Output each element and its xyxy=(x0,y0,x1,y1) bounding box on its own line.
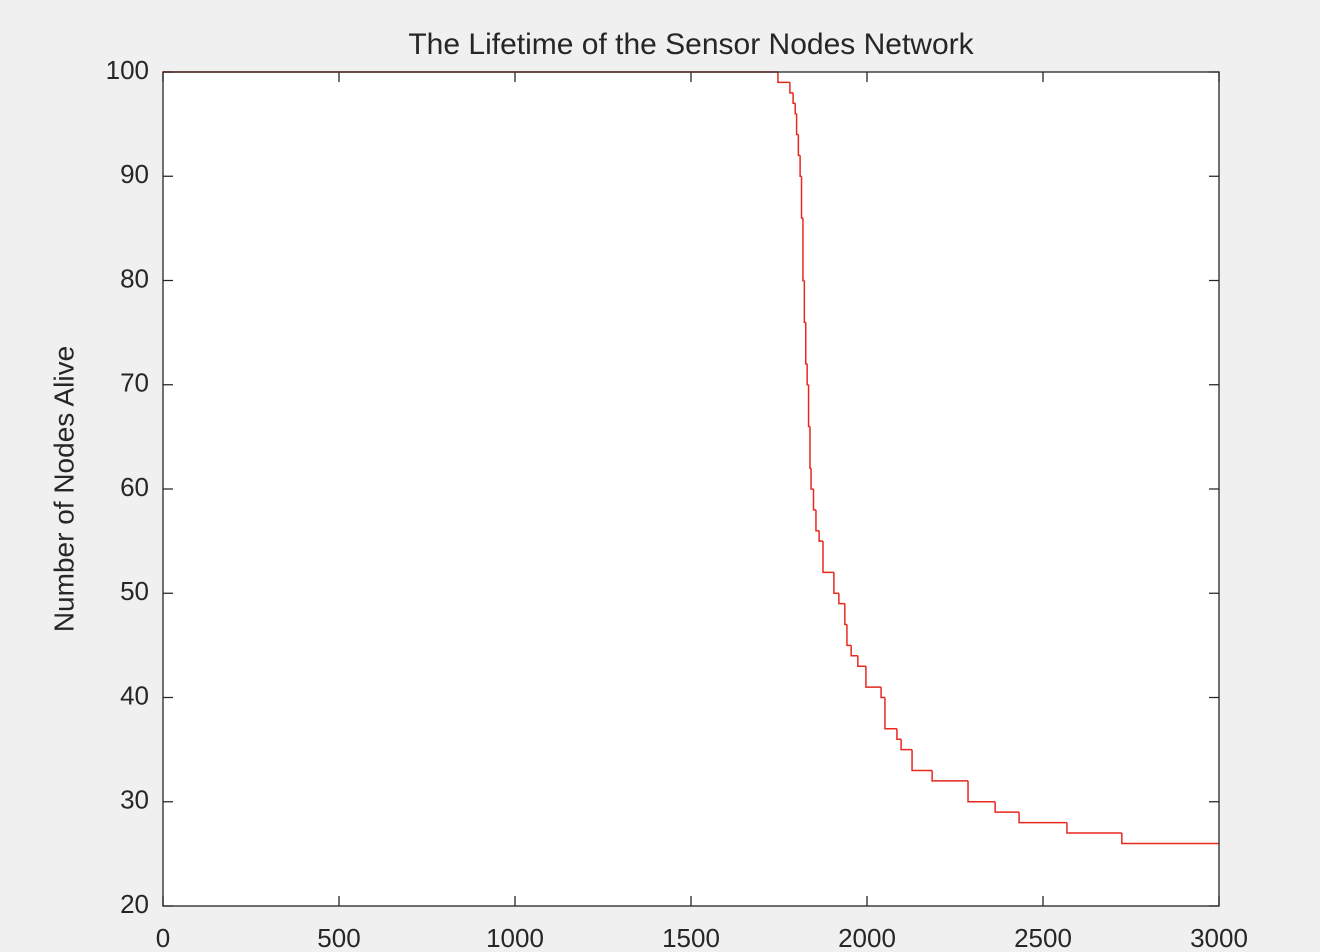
line-step xyxy=(1018,812,1067,824)
line-step xyxy=(1066,822,1122,834)
x-tick-label: 2000 xyxy=(838,923,896,952)
y-tick-label: 40 xyxy=(120,680,149,710)
line-step xyxy=(812,489,816,511)
line-step xyxy=(911,749,933,772)
y-tick-label: 60 xyxy=(120,472,149,502)
x-tick-label: 2500 xyxy=(1014,923,1072,952)
line-step xyxy=(884,697,897,730)
line-step xyxy=(815,509,820,532)
y-tick-label: 50 xyxy=(120,576,149,606)
line-step xyxy=(838,593,845,605)
chart-title: The Lifetime of the Sensor Nodes Network xyxy=(408,28,974,61)
line-step xyxy=(789,82,794,94)
plot-area xyxy=(163,72,1219,906)
y-axis-label: Number of Nodes Alive xyxy=(48,346,79,632)
line-step xyxy=(857,655,866,667)
y-tick-label: 100 xyxy=(106,55,149,85)
line-step xyxy=(850,645,858,657)
x-tick-label: 0 xyxy=(156,923,170,952)
line-step xyxy=(900,739,913,751)
line-step xyxy=(822,541,834,574)
line-step xyxy=(967,780,996,803)
line-step xyxy=(846,624,852,647)
axes-box xyxy=(162,71,1220,907)
line-step xyxy=(994,801,1020,813)
y-tick-label: 70 xyxy=(120,368,149,398)
y-tick-label: 80 xyxy=(120,263,149,293)
line-step xyxy=(896,728,902,740)
line-step xyxy=(865,666,882,688)
line-step xyxy=(777,72,790,84)
y-tick-label: 20 xyxy=(120,889,149,919)
line-step xyxy=(833,572,839,594)
line-step xyxy=(1121,833,1219,845)
line-step xyxy=(810,468,814,490)
x-tick-label: 1000 xyxy=(486,923,544,952)
x-tick-label: 1500 xyxy=(662,923,720,952)
y-tick-label: 90 xyxy=(120,159,149,189)
x-tick-label: 3000 xyxy=(1190,923,1248,952)
y-tick-label: 30 xyxy=(120,785,149,815)
x-tick-label: 500 xyxy=(317,923,360,952)
line-step xyxy=(818,530,823,542)
line-step xyxy=(931,770,969,782)
line-step xyxy=(880,687,885,699)
